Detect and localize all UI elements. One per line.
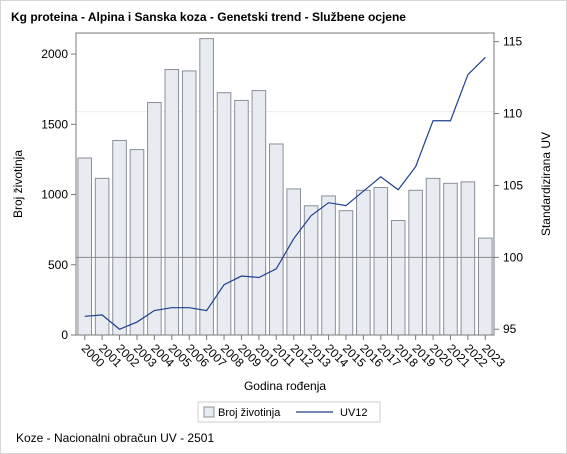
legend-bar-swatch xyxy=(203,406,215,418)
bar-2020 xyxy=(425,177,441,336)
bar-2002 xyxy=(112,139,127,336)
bar-2021 xyxy=(443,182,458,336)
y2-tick-label: 105 xyxy=(503,178,523,192)
x-axis-label: Godina rođenja xyxy=(244,379,326,393)
y2-tick-label: 95 xyxy=(503,322,517,336)
y-tick-label: 500 xyxy=(48,258,68,272)
bar-2000 xyxy=(77,157,93,336)
y2-axis-label: Standardizirana UV xyxy=(539,132,553,236)
bar-2007 xyxy=(199,38,214,336)
legend-line-label: UV12 xyxy=(340,407,368,419)
plot-border xyxy=(75,32,495,336)
bar-2011 xyxy=(269,143,284,336)
bar-2009 xyxy=(234,99,249,336)
legend: Broj životinja UV12 xyxy=(197,401,381,423)
y2-tick-label: 110 xyxy=(503,107,522,121)
plot-area: 0500100015002000951001051101152000200120… xyxy=(41,32,523,370)
bar-2006 xyxy=(181,70,197,336)
bar-2012 xyxy=(286,188,302,336)
bar-2023 xyxy=(478,237,493,336)
bar-2015 xyxy=(338,210,354,336)
bar-2018 xyxy=(390,220,406,336)
bar-2010 xyxy=(251,90,267,336)
bar-2005 xyxy=(164,69,180,336)
legend-bar-label: Broj životinja xyxy=(218,407,281,419)
bar-2001 xyxy=(94,177,110,336)
y-tick-label: 1000 xyxy=(41,188,68,202)
bar-2008 xyxy=(216,92,232,336)
y2-tick-label: 115 xyxy=(503,35,522,49)
bar-2014 xyxy=(321,195,336,336)
bar-2022 xyxy=(460,181,476,336)
bar-2013 xyxy=(303,205,319,336)
y-axis-label: Broj životinja xyxy=(11,150,25,218)
legend-box xyxy=(197,401,381,423)
y-tick-label: 0 xyxy=(61,328,68,342)
bar-2003 xyxy=(129,149,145,336)
bar-2017 xyxy=(373,187,389,336)
series-line-uv12 xyxy=(84,57,486,330)
bar-2004 xyxy=(147,102,162,336)
bar-2019 xyxy=(408,189,423,336)
y2-tick-label: 100 xyxy=(503,250,523,264)
y-tick-label: 2000 xyxy=(41,47,68,61)
chart-title: Kg proteina - Alpina i Sanska koza - Gen… xyxy=(11,10,406,24)
bar-2016 xyxy=(356,189,371,336)
y-tick-label: 1500 xyxy=(41,117,68,131)
footnote: Koze - Nacionalni obračun UV - 2501 xyxy=(16,431,215,445)
